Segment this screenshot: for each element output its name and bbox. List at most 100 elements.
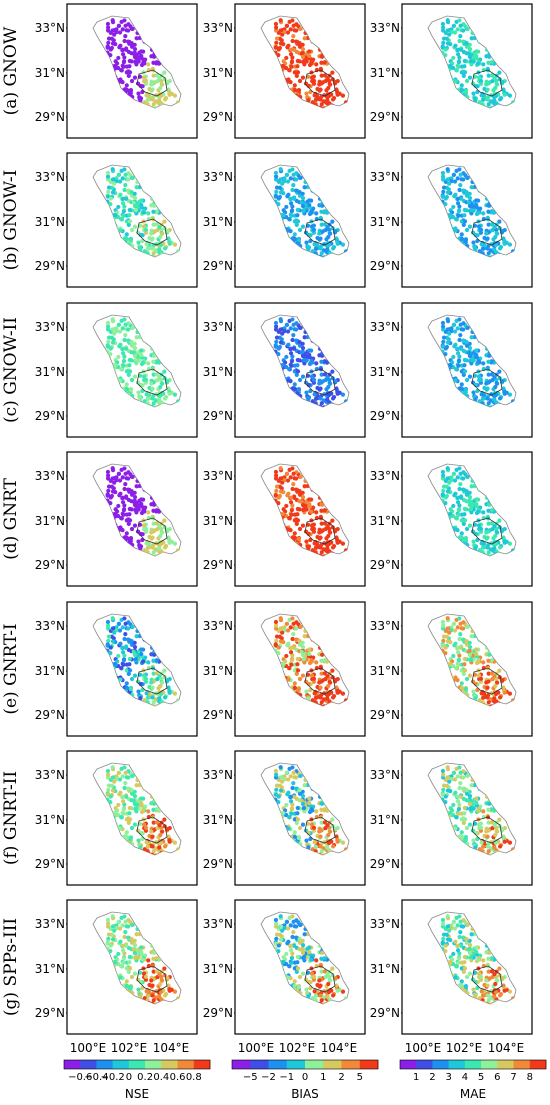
station-point <box>302 185 307 190</box>
station-point <box>330 518 335 523</box>
station-point <box>497 70 502 75</box>
station-point <box>311 828 317 833</box>
station-point <box>280 480 285 485</box>
station-point <box>288 52 294 57</box>
station-point <box>295 207 300 213</box>
station-point <box>458 645 464 650</box>
station-point <box>452 628 458 633</box>
station-point <box>105 768 111 774</box>
station-point <box>467 374 473 379</box>
station-point <box>319 102 324 107</box>
station-point <box>130 175 135 180</box>
station-point <box>110 476 116 481</box>
station-point <box>119 367 124 372</box>
station-point <box>151 521 156 526</box>
station-point <box>132 353 138 359</box>
station-point <box>292 369 297 374</box>
sub-basin-outline <box>471 667 503 695</box>
panel-gnow-nse: 33°N31°N29°N <box>35 3 198 139</box>
station-point <box>280 32 285 37</box>
station-point <box>146 660 151 665</box>
y-tick-label: 29°N <box>203 708 233 722</box>
station-point <box>487 652 492 657</box>
station-point <box>126 28 131 33</box>
station-point <box>280 511 286 517</box>
station-point <box>458 47 464 52</box>
station-point <box>497 246 503 251</box>
station-point <box>157 524 162 529</box>
station-point <box>507 93 513 98</box>
station-point <box>129 340 134 345</box>
station-point <box>292 518 297 523</box>
station-point <box>294 222 299 227</box>
station-point <box>280 362 286 368</box>
station-point <box>340 392 346 397</box>
station-point <box>314 510 319 515</box>
station-point <box>123 632 128 637</box>
station-point <box>146 361 151 366</box>
station-point <box>285 329 291 334</box>
station-point <box>124 817 129 822</box>
station-point <box>274 638 279 643</box>
station-point <box>443 196 448 201</box>
station-point <box>126 338 131 343</box>
station-point <box>497 695 503 700</box>
station-point <box>280 661 286 667</box>
y-tick-label: 31°N <box>370 365 400 379</box>
station-point <box>306 845 311 850</box>
station-point <box>106 339 111 344</box>
station-point <box>476 822 482 827</box>
station-point <box>286 342 291 347</box>
station-point <box>467 673 473 678</box>
station-point <box>132 196 138 201</box>
station-point <box>149 82 154 87</box>
station-point <box>453 192 458 197</box>
station-point <box>453 228 458 233</box>
station-point <box>158 392 164 398</box>
station-point <box>158 691 164 697</box>
station-point <box>274 25 279 30</box>
station-point <box>471 689 476 694</box>
station-point <box>330 376 335 381</box>
station-point <box>459 830 464 835</box>
station-point <box>120 201 126 206</box>
station-point <box>162 396 168 401</box>
station-point <box>464 41 469 46</box>
station-point <box>309 61 314 66</box>
station-point <box>300 196 306 201</box>
sub-basin-outline <box>136 368 168 396</box>
station-point <box>290 503 295 508</box>
station-point <box>126 372 131 377</box>
station-point <box>295 656 300 662</box>
station-point <box>489 60 494 65</box>
panel-gnow-bias: 33°N31°N29°N <box>203 3 366 139</box>
station-point <box>287 217 292 222</box>
station-point <box>464 377 470 383</box>
station-point <box>325 524 330 529</box>
station-point <box>158 85 163 91</box>
station-point <box>467 224 473 229</box>
station-point <box>296 237 302 243</box>
station-point <box>110 489 116 494</box>
station-point <box>447 212 453 218</box>
station-point <box>149 680 154 685</box>
station-point <box>455 495 461 500</box>
station-point <box>166 535 171 540</box>
station-point <box>134 634 139 639</box>
station-point <box>300 490 305 495</box>
station-point <box>466 51 471 56</box>
station-point <box>318 545 323 550</box>
station-point <box>274 787 279 792</box>
station-point <box>322 820 327 825</box>
station-point <box>165 827 170 832</box>
station-point <box>322 209 327 214</box>
station-point <box>441 40 446 45</box>
station-point <box>322 372 327 377</box>
station-point <box>312 691 317 696</box>
station-point <box>157 375 162 380</box>
station-point <box>274 335 280 340</box>
station-point <box>326 691 332 697</box>
station-point <box>468 208 474 213</box>
station-point <box>291 645 297 650</box>
station-point <box>457 204 462 209</box>
